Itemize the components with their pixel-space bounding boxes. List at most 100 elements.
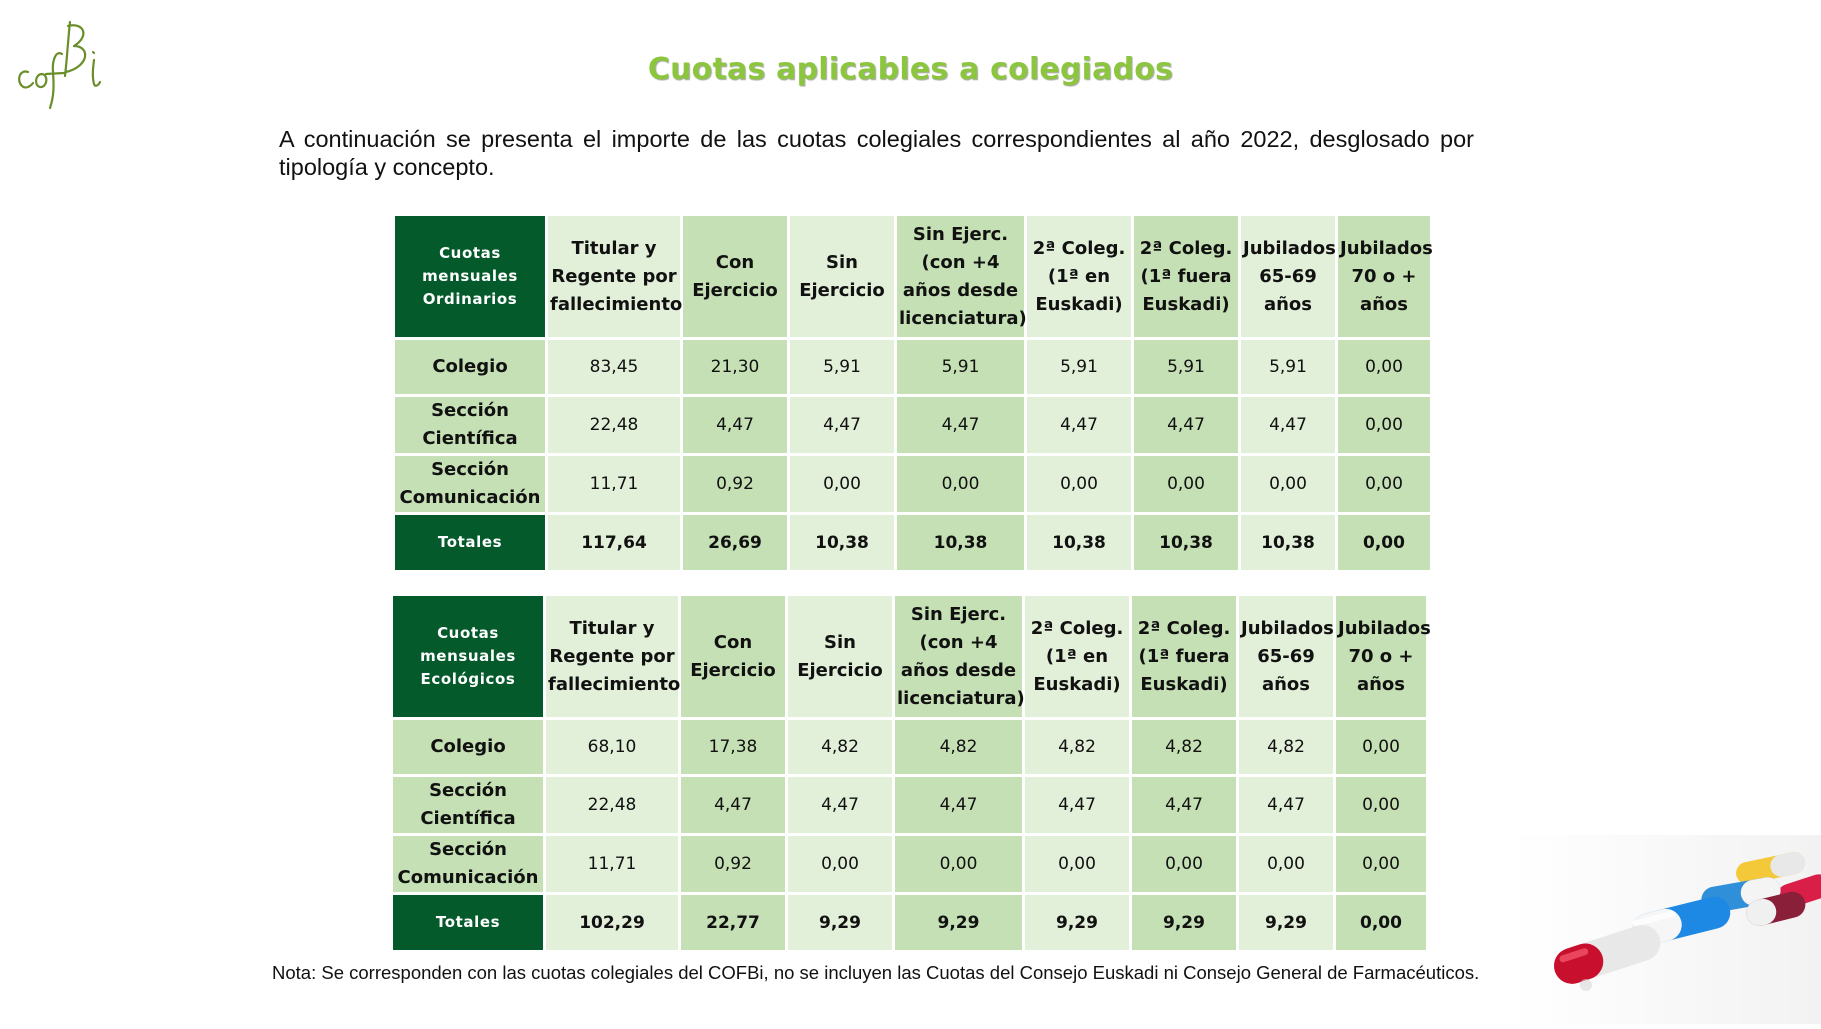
cofbi-logo: [10, 14, 110, 114]
table-cell: 4,47: [787, 394, 897, 456]
table-cell: 4,82: [785, 717, 895, 777]
table-cell: 68,10: [543, 717, 681, 777]
total-cell: 10,38: [894, 512, 1027, 573]
total-cell: 9,29: [1236, 892, 1336, 953]
table-cell: 4,47: [1129, 774, 1239, 836]
table-cell: 5,91: [787, 337, 897, 397]
table-cell: 17,38: [678, 717, 788, 777]
table-cell: 11,71: [543, 833, 681, 895]
total-cell: 10,38: [787, 512, 897, 573]
fees-table-ecologicos: Cuotas mensuales Ecológicos Titular y Re…: [390, 593, 1431, 953]
cofbi-logo-mark: [18, 20, 102, 110]
table-cell: 4,47: [894, 394, 1027, 456]
column-header: Con Ejercicio: [680, 213, 790, 340]
total-cell: 10,38: [1131, 512, 1241, 573]
table-corner-label: Cuotas mensuales Ecológicos: [390, 593, 546, 720]
total-cell: 10,38: [1238, 512, 1338, 573]
total-cell: 0,00: [1335, 512, 1433, 573]
total-cell: 9,29: [785, 892, 895, 953]
table-cell: 0,00: [894, 453, 1027, 515]
total-cell: 9,29: [1022, 892, 1132, 953]
table-cell: 4,82: [1022, 717, 1132, 777]
table-cell: 0,00: [1333, 717, 1429, 777]
table-cell: 21,30: [680, 337, 790, 397]
table-cell: 0,00: [1335, 337, 1433, 397]
table-corner-label: Cuotas mensuales Ordinarios: [392, 213, 548, 340]
fees-table-ordinarios: Cuotas mensuales Ordinarios Titular y Re…: [392, 213, 1433, 573]
column-header: Titular y Regente por fallecimiento: [545, 213, 683, 340]
table-row: Sección Científica 22,48 4,47 4,47 4,47 …: [392, 394, 1433, 456]
table-cell: 0,00: [892, 833, 1025, 895]
table-cell: 5,91: [1024, 337, 1134, 397]
table-cell: 0,92: [678, 833, 788, 895]
table-cell: 4,47: [785, 774, 895, 836]
row-label: Sección Científica: [390, 774, 546, 836]
column-header: 2ª Coleg. (1ª en Euskadi): [1022, 593, 1132, 720]
column-header: Jubilados 65-69 años: [1238, 213, 1338, 340]
column-header: Jubilados 65-69 años: [1236, 593, 1336, 720]
column-header: Sin Ejerc. (con +4 años desde licenciatu…: [894, 213, 1027, 340]
table-cell: 4,82: [1129, 717, 1239, 777]
table-cell: 5,91: [894, 337, 1027, 397]
table-cell: 5,91: [1238, 337, 1338, 397]
table-cell: 4,47: [680, 394, 790, 456]
table-cell: 0,00: [1024, 453, 1134, 515]
table-cell: 0,92: [680, 453, 790, 515]
total-cell: 9,29: [892, 892, 1025, 953]
totals-row: Totales 102,29 22,77 9,29 9,29 9,29 9,29…: [390, 892, 1429, 953]
table-cell: 0,00: [1238, 453, 1338, 515]
table-cell: 0,00: [787, 453, 897, 515]
table-cell: 0,00: [1333, 774, 1429, 836]
total-cell: 26,69: [680, 512, 790, 573]
column-header: 2ª Coleg. (1ª en Euskadi): [1024, 213, 1134, 340]
table-cell: 0,00: [1335, 453, 1433, 515]
table-cell: 0,00: [1022, 833, 1132, 895]
table-cell: 83,45: [545, 337, 683, 397]
table-cell: 4,47: [1131, 394, 1241, 456]
column-header: Sin Ejerc. (con +4 años desde licenciatu…: [892, 593, 1025, 720]
page-title: Cuotas aplicables a colegiados: [647, 52, 1174, 87]
row-label: Sección Comunicación: [392, 453, 548, 515]
row-label: Sección Comunicación: [390, 833, 546, 895]
table-row: Sección Comunicación 11,71 0,92 0,00 0,0…: [390, 833, 1429, 895]
table-cell: 0,00: [1335, 394, 1433, 456]
table-cell: 4,47: [1022, 774, 1132, 836]
row-label: Sección Científica: [392, 394, 548, 456]
table-cell: 0,00: [1236, 833, 1336, 895]
header-row: Cuotas mensuales Ordinarios Titular y Re…: [392, 213, 1433, 340]
column-header: 2ª Coleg. (1ª fuera Euskadi): [1131, 213, 1241, 340]
column-header: Con Ejercicio: [678, 593, 788, 720]
table-cell: 4,47: [1024, 394, 1134, 456]
total-cell: 10,38: [1024, 512, 1134, 573]
column-header: Sin Ejercicio: [787, 213, 897, 340]
table-row: Sección Comunicación 11,71 0,92 0,00 0,0…: [392, 453, 1433, 515]
table-cell: 0,00: [1129, 833, 1239, 895]
table-cell: 4,47: [892, 774, 1025, 836]
table-cell: 5,91: [1131, 337, 1241, 397]
table-cell: 11,71: [545, 453, 683, 515]
column-header: Jubilados 70 o + años: [1333, 593, 1431, 720]
total-cell: 102,29: [543, 892, 681, 953]
column-header: Sin Ejercicio: [785, 593, 895, 720]
table-cell: 0,00: [1131, 453, 1241, 515]
table-cell: 4,47: [1238, 394, 1338, 456]
total-cell: 9,29: [1129, 892, 1239, 953]
column-header: 2ª Coleg. (1ª fuera Euskadi): [1129, 593, 1239, 720]
pills-icon: [1511, 835, 1821, 1024]
totals-row: Totales 117,64 26,69 10,38 10,38 10,38 1…: [392, 512, 1433, 573]
column-header: Jubilados 70 o + años: [1335, 213, 1433, 340]
table-row: Colegio 68,10 17,38 4,82 4,82 4,82 4,82 …: [390, 717, 1429, 777]
table-cell: 0,00: [785, 833, 895, 895]
header-row: Cuotas mensuales Ecológicos Titular y Re…: [390, 593, 1431, 720]
table-cell: 4,47: [678, 774, 788, 836]
total-cell: 117,64: [545, 512, 683, 573]
row-label: Colegio: [390, 717, 546, 777]
table-cell: 4,47: [1236, 774, 1336, 836]
table-cell: 22,48: [545, 394, 683, 456]
table-cell: 0,00: [1333, 833, 1429, 895]
table-row: Sección Científica 22,48 4,47 4,47 4,47 …: [390, 774, 1429, 836]
footnote: Nota: Se corresponden con las cuotas col…: [272, 962, 1480, 983]
row-label: Colegio: [392, 337, 548, 397]
total-cell: 22,77: [678, 892, 788, 953]
table-row: Colegio 83,45 21,30 5,91 5,91 5,91 5,91 …: [392, 337, 1433, 397]
